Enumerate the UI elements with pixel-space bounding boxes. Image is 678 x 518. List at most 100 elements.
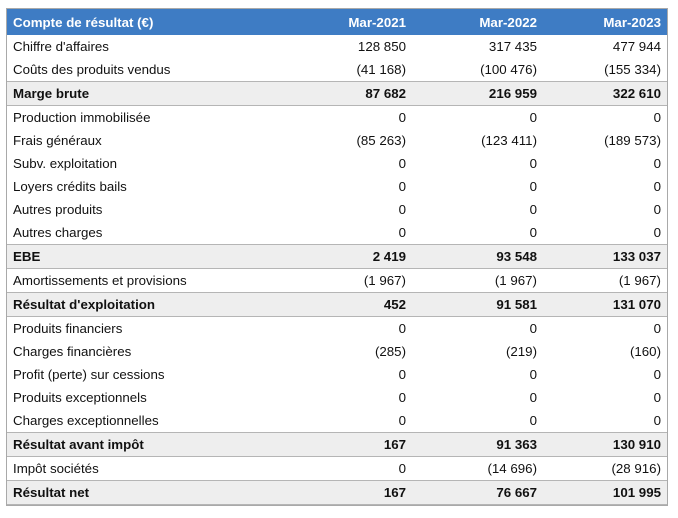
row-label: Chiffre d'affaires [13,39,109,54]
value-mar-2021: 452 [285,292,412,317]
row-label: Impôt sociétés [13,461,99,476]
row-label: Production immobilisée [13,110,151,125]
value-mar-2021: 0 [398,156,406,171]
table-row: Loyers crédits bails 0 0 0 [7,175,667,198]
value-mar-2023: 0 [653,179,661,194]
value-mar-2021: 0 [398,413,406,428]
table-row: Charges exceptionnelles 0 0 0 [7,409,667,433]
row-label: Produits exceptionnels [13,390,147,405]
row-label: Résultat avant impôt [7,432,285,457]
value-mar-2021: 0 [398,179,406,194]
value-mar-2023: 0 [653,367,661,382]
value-mar-2023: 0 [653,413,661,428]
value-mar-2021: 0 [398,321,406,336]
value-mar-2021: 0 [398,390,406,405]
value-mar-2021: 0 [398,110,406,125]
value-mar-2021: (85 263) [356,133,406,148]
table-row: Produits financiers 0 0 0 [7,317,667,341]
value-mar-2022: 317 435 [488,39,537,54]
value-mar-2022: 0 [529,225,537,240]
row-label: Frais généraux [13,133,102,148]
subtotal-row: EBE 2 419 93 548 133 037 [7,244,667,269]
table-row: Frais généraux (85 263) (123 411) (189 573) [7,129,667,152]
value-mar-2021: 167 [285,432,412,457]
table-row: Production immobilisée 0 0 0 [7,106,667,130]
value-mar-2022: (100 476) [480,62,537,77]
header-year-mar-2023: Mar-2023 [543,9,667,35]
table-body: Chiffre d'affaires 128 850 317 435 477 944 C… [7,35,667,505]
value-mar-2022: 216 959 [412,81,543,106]
value-mar-2021: 167 [285,480,412,505]
value-mar-2021: (285) [374,344,406,359]
value-mar-2021: 0 [398,367,406,382]
value-mar-2021: 128 850 [357,39,406,54]
value-mar-2022: 91 581 [412,292,543,317]
table-row: Coûts des produits vendus (41 168) (100 47… [7,58,667,82]
row-label: Résultat net [7,480,285,505]
table-row: Charges financières (285) (219) (160) [7,340,667,363]
value-mar-2022: 0 [529,202,537,217]
subtotal-row: Résultat net 167 76 667 101 995 [7,480,667,505]
row-label: Profit (perte) sur cessions [13,367,165,382]
value-mar-2023: 0 [653,225,661,240]
value-mar-2023: 322 610 [543,81,667,106]
table-header: Compte de résultat (€) Mar-2021 Mar-2022… [7,9,667,35]
row-label: EBE [7,244,285,269]
value-mar-2023: (1 967) [618,273,661,288]
value-mar-2022: (123 411) [481,133,537,148]
value-mar-2021: 87 682 [285,81,412,106]
value-mar-2023: 0 [653,110,661,125]
row-label: Amortissements et provisions [13,273,187,288]
table-row: Autres produits 0 0 0 [7,198,667,221]
value-mar-2023: (155 334) [604,62,661,77]
table-row: Autres charges 0 0 0 [7,221,667,245]
row-label: Marge brute [7,81,285,106]
value-mar-2022: 0 [529,321,537,336]
header-row: Compte de résultat (€) Mar-2021 Mar-2022… [7,9,667,35]
value-mar-2022: (219) [505,344,537,359]
table-row: Chiffre d'affaires 128 850 317 435 477 944 [7,35,667,58]
row-label: Subv. exploitation [13,156,117,171]
row-label: Autres produits [13,202,103,217]
value-mar-2022: 93 548 [412,244,543,269]
value-mar-2022: 0 [529,367,537,382]
value-mar-2023: 130 910 [543,432,667,457]
row-label: Loyers crédits bails [13,179,127,194]
value-mar-2022: 0 [529,156,537,171]
value-mar-2022: 91 363 [412,432,543,457]
value-mar-2023: (28 916) [611,461,661,476]
value-mar-2023: 477 944 [612,39,661,54]
value-mar-2022: 0 [529,110,537,125]
value-mar-2022: (14 696) [487,461,537,476]
value-mar-2021: 0 [398,461,406,476]
value-mar-2022: 0 [529,179,537,194]
row-label: Produits financiers [13,321,123,336]
table-row: Amortissements et provisions (1 967) (1 96… [7,269,667,293]
value-mar-2023: 0 [653,390,661,405]
subtotal-row: Résultat avant impôt 167 91 363 130 910 [7,432,667,457]
subtotal-row: Marge brute 87 682 216 959 322 610 [7,81,667,106]
income-statement-table: Compte de résultat (€) Mar-2021 Mar-2022… [7,9,667,505]
value-mar-2022: 0 [529,413,537,428]
header-year-mar-2022: Mar-2022 [412,9,543,35]
row-label: Résultat d'exploitation [7,292,285,317]
value-mar-2021: (41 168) [356,62,406,77]
value-mar-2021: (1 967) [363,273,406,288]
table-row: Profit (perte) sur cessions 0 0 0 [7,363,667,386]
value-mar-2023: (189 573) [604,133,661,148]
table-row: Impôt sociétés 0 (14 696) (28 916) [7,457,667,481]
value-mar-2022: 76 667 [412,480,543,505]
value-mar-2023: (160) [629,344,661,359]
row-label: Coûts des produits vendus [13,62,171,77]
header-label-column: Compte de résultat (€) [7,9,285,35]
value-mar-2022: (1 967) [494,273,537,288]
value-mar-2023: 101 995 [543,480,667,505]
value-mar-2021: 0 [398,225,406,240]
income-statement-table-frame: Compte de résultat (€) Mar-2021 Mar-2022… [6,8,668,506]
value-mar-2022: 0 [529,390,537,405]
value-mar-2023: 0 [653,321,661,336]
row-label: Charges financières [13,344,132,359]
row-label: Charges exceptionnelles [13,413,159,428]
header-year-mar-2021: Mar-2021 [285,9,412,35]
table-row: Produits exceptionnels 0 0 0 [7,386,667,409]
